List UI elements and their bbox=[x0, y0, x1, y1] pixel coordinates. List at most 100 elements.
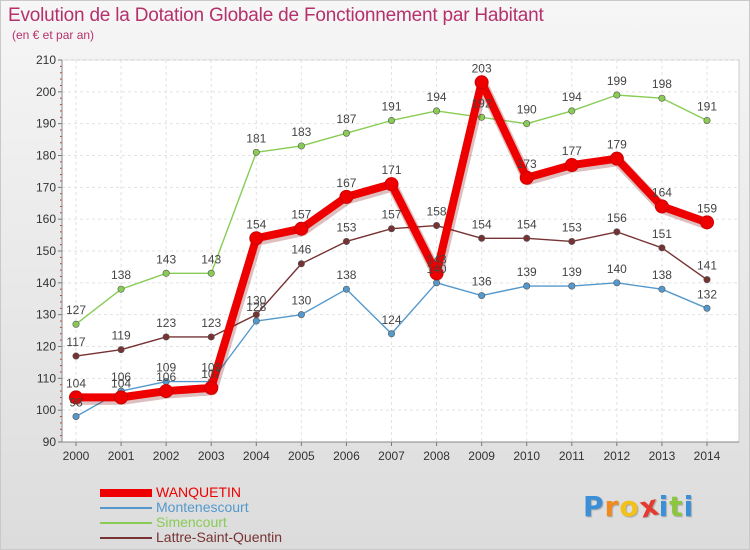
data-label-wanquetin: 157 bbox=[291, 208, 311, 222]
data-label-lattre-saint-quentin: 151 bbox=[652, 227, 672, 241]
data-label-lattre-saint-quentin: 123 bbox=[156, 316, 176, 330]
logo-letter: t bbox=[669, 490, 684, 523]
x-tick-label: 2005 bbox=[288, 449, 315, 463]
data-label-simencourt: 191 bbox=[381, 99, 401, 113]
data-label-wanquetin: 159 bbox=[697, 201, 717, 215]
x-tick-label: 2001 bbox=[108, 449, 135, 463]
data-label-wanquetin: 173 bbox=[517, 157, 537, 171]
data-label-montenescourt: 109 bbox=[156, 361, 176, 375]
point-montenescourt bbox=[342, 285, 350, 293]
point-lattre-saint-quentin bbox=[523, 234, 531, 242]
logo-letter: i bbox=[658, 490, 670, 523]
y-tick-label: 110 bbox=[37, 371, 56, 385]
point-lattre-saint-quentin bbox=[207, 333, 215, 341]
point-simencourt bbox=[72, 320, 80, 328]
point-montenescourt bbox=[297, 311, 305, 319]
logo-letter: P bbox=[583, 490, 605, 523]
legend-label: Montenescourt bbox=[156, 499, 249, 515]
point-montenescourt bbox=[478, 292, 486, 300]
point-lattre-saint-quentin bbox=[703, 276, 711, 284]
point-wanquetin bbox=[294, 221, 309, 236]
legend-swatch bbox=[100, 521, 152, 524]
point-simencourt bbox=[342, 129, 350, 137]
point-simencourt bbox=[568, 107, 576, 115]
point-lattre-saint-quentin bbox=[162, 333, 170, 341]
legend-label: WANQUETIN bbox=[156, 484, 242, 500]
data-label-montenescourt: 140 bbox=[607, 262, 627, 276]
y-tick-label: 180 bbox=[36, 149, 56, 163]
data-label-simencourt: 191 bbox=[697, 99, 717, 113]
point-wanquetin bbox=[249, 231, 264, 246]
x-tick-label: 2009 bbox=[468, 449, 495, 463]
y-tick-label: 160 bbox=[36, 212, 56, 226]
data-label-simencourt: 143 bbox=[156, 252, 176, 266]
y-tick-label: 200 bbox=[36, 85, 56, 99]
x-tick-label: 2002 bbox=[153, 449, 180, 463]
data-label-simencourt: 190 bbox=[517, 103, 537, 117]
proxiti-logo: Proxiti bbox=[583, 488, 694, 524]
data-label-wanquetin: 171 bbox=[381, 163, 401, 177]
x-tick-label: 2003 bbox=[198, 449, 225, 463]
y-tick-label: 90 bbox=[43, 435, 57, 449]
data-label-montenescourt: 139 bbox=[562, 265, 582, 279]
legend-swatch bbox=[100, 536, 152, 539]
legend-swatch bbox=[100, 506, 152, 509]
y-tick-label: 170 bbox=[36, 180, 56, 194]
x-tick-label: 2010 bbox=[513, 449, 540, 463]
legend: WANQUETIN Montenescourt Simencourt Lattre-S… bbox=[100, 485, 282, 545]
data-label-montenescourt: 138 bbox=[652, 268, 672, 282]
point-wanquetin bbox=[564, 158, 579, 173]
data-label-montenescourt: 130 bbox=[291, 294, 311, 308]
data-label-simencourt: 183 bbox=[291, 125, 311, 139]
point-simencourt bbox=[207, 269, 215, 277]
legend-item-lattre-saint-quentin: Lattre-Saint-Quentin bbox=[100, 530, 282, 545]
data-label-lattre-saint-quentin: 154 bbox=[472, 217, 492, 231]
chart-subtitle: (en € et par an) bbox=[12, 28, 95, 42]
point-montenescourt bbox=[387, 330, 395, 338]
y-tick-label: 120 bbox=[36, 340, 56, 354]
point-wanquetin bbox=[114, 390, 129, 405]
point-simencourt bbox=[387, 116, 395, 124]
data-label-simencourt: 181 bbox=[246, 131, 266, 145]
point-wanquetin bbox=[339, 189, 354, 204]
data-label-wanquetin: 107 bbox=[201, 367, 221, 381]
data-label-lattre-saint-quentin: 130 bbox=[246, 294, 266, 308]
logo-letter: r bbox=[604, 490, 620, 523]
point-simencourt bbox=[297, 142, 305, 150]
point-montenescourt bbox=[72, 413, 80, 421]
data-label-wanquetin: 179 bbox=[607, 138, 627, 152]
point-lattre-saint-quentin bbox=[342, 237, 350, 245]
point-lattre-saint-quentin bbox=[252, 311, 260, 319]
data-label-montenescourt: 109 bbox=[201, 361, 221, 375]
data-label-lattre-saint-quentin: 123 bbox=[201, 316, 221, 330]
point-simencourt bbox=[252, 148, 260, 156]
point-simencourt bbox=[162, 269, 170, 277]
y-tick-label: 190 bbox=[36, 117, 56, 131]
legend-item-montenescourt: Montenescourt bbox=[100, 500, 282, 515]
data-label-lattre-saint-quentin: 153 bbox=[336, 220, 356, 234]
data-label-wanquetin: 167 bbox=[336, 176, 356, 190]
data-label-montenescourt: 128 bbox=[246, 300, 266, 314]
data-label-lattre-saint-quentin: 158 bbox=[427, 205, 447, 219]
point-simencourt bbox=[613, 91, 621, 99]
y-tick-label: 150 bbox=[36, 244, 56, 258]
data-label-simencourt: 192 bbox=[472, 96, 492, 110]
point-wanquetin bbox=[204, 380, 219, 395]
data-label-montenescourt: 132 bbox=[697, 287, 717, 301]
data-label-wanquetin: 203 bbox=[472, 61, 492, 75]
x-tick-label: 2006 bbox=[333, 449, 360, 463]
point-wanquetin bbox=[69, 390, 83, 405]
point-montenescourt bbox=[658, 285, 666, 293]
point-lattre-saint-quentin bbox=[613, 228, 621, 236]
y-tick-label: 100 bbox=[36, 403, 56, 417]
point-simencourt bbox=[703, 116, 711, 124]
chart-title: Evolution de la Dotation Globale de Fonc… bbox=[8, 5, 544, 26]
data-label-wanquetin: 164 bbox=[652, 185, 672, 199]
data-label-lattre-saint-quentin: 157 bbox=[381, 208, 401, 222]
legend-swatch bbox=[100, 488, 152, 497]
point-wanquetin bbox=[700, 215, 714, 230]
point-lattre-saint-quentin bbox=[568, 237, 576, 245]
point-lattre-saint-quentin bbox=[117, 346, 125, 354]
x-tick-label: 2013 bbox=[649, 449, 676, 463]
